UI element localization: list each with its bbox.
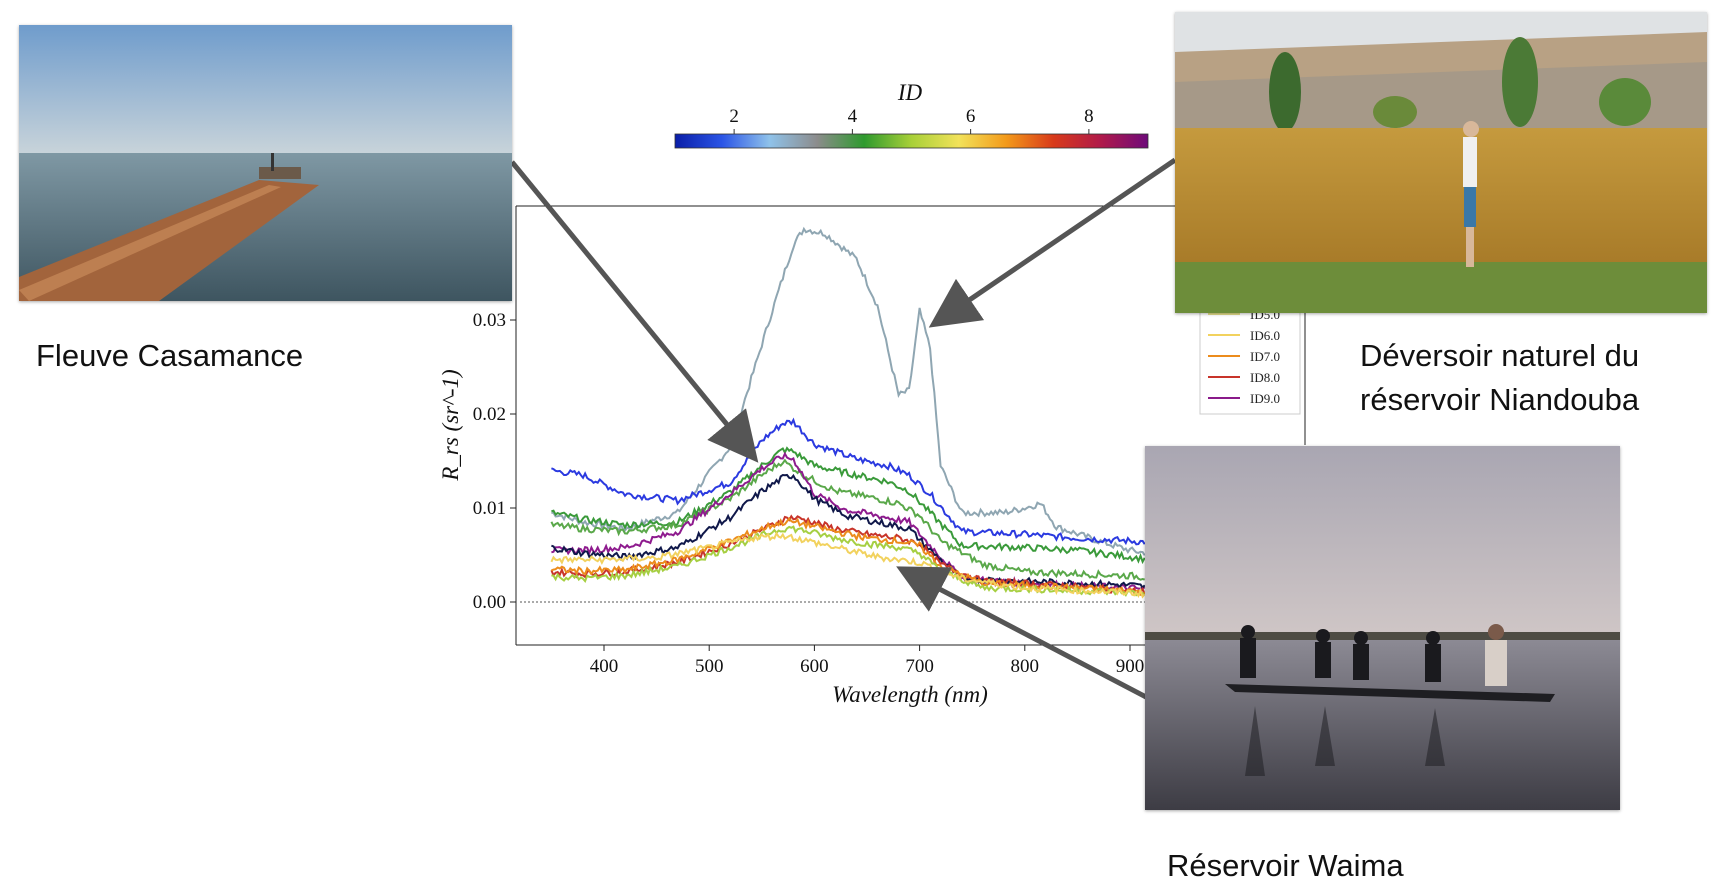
y-tick-label: 0.03 [473, 310, 506, 331]
colorbar-tick-label: 2 [729, 106, 739, 127]
series-line-8 [551, 516, 1146, 597]
colorbar-tick-label: 4 [848, 106, 858, 127]
x-tick-label: 700 [905, 656, 934, 677]
y-tick-label: 0.02 [473, 404, 506, 425]
caption-fleuve-casamance: Fleuve Casamance [36, 338, 304, 373]
photo-reservoir-waima [1145, 446, 1620, 810]
x-tick-label: 500 [695, 656, 724, 677]
x-tick-label: 600 [800, 656, 829, 677]
photo-deversoir-niandouba [1175, 12, 1707, 313]
photo-fleuve-casamance [19, 25, 512, 301]
legend-label: ID9.0 [1250, 391, 1280, 406]
arrow-casamance [510, 160, 759, 463]
series-line-6 [551, 473, 1146, 590]
x-tick-label: 900 [1116, 656, 1145, 677]
colorbar-label: ID [897, 80, 923, 105]
colorbar-gradient [674, 133, 1149, 149]
colorbar: ID 2 4 6 8 [674, 80, 1149, 149]
series-line-10 [550, 531, 1146, 599]
caption-reservoir-waima: Réservoir Waima [1167, 848, 1404, 883]
plot-area: 0.00 0.01 0.02 0.03 400 500 600 700 800 900 Wave… [438, 205, 1306, 707]
x-tick-label: 800 [1011, 656, 1040, 677]
series-line-2 [551, 417, 1146, 546]
legend-label: ID6.0 [1250, 328, 1280, 343]
arrow-waima [896, 566, 1150, 701]
x-tick-label: 400 [590, 656, 619, 677]
arrow-niandouba [928, 157, 1177, 328]
series-line-3 [551, 446, 1146, 565]
legend-label: ID7.0 [1250, 349, 1280, 364]
series-line-1 [551, 226, 1146, 556]
caption-niandouba-line1: Déversoir naturel du [1360, 338, 1640, 373]
caption-niandouba-line2: réservoir Niandouba [1360, 382, 1640, 417]
y-tick-label: 0.01 [473, 498, 506, 519]
y-axis-title: R_rs (sr^-1) [438, 369, 463, 481]
x-axis-title: Wavelength (nm) [832, 682, 988, 707]
legend-label: ID8.0 [1250, 370, 1280, 385]
y-tick-label: 0.00 [473, 592, 506, 613]
colorbar-tick-label: 6 [966, 106, 976, 127]
series-line-4 [550, 458, 1145, 581]
callout-arrows [510, 157, 1177, 701]
colorbar-tick-label: 8 [1084, 106, 1094, 127]
legend-box [1199, 307, 1301, 415]
